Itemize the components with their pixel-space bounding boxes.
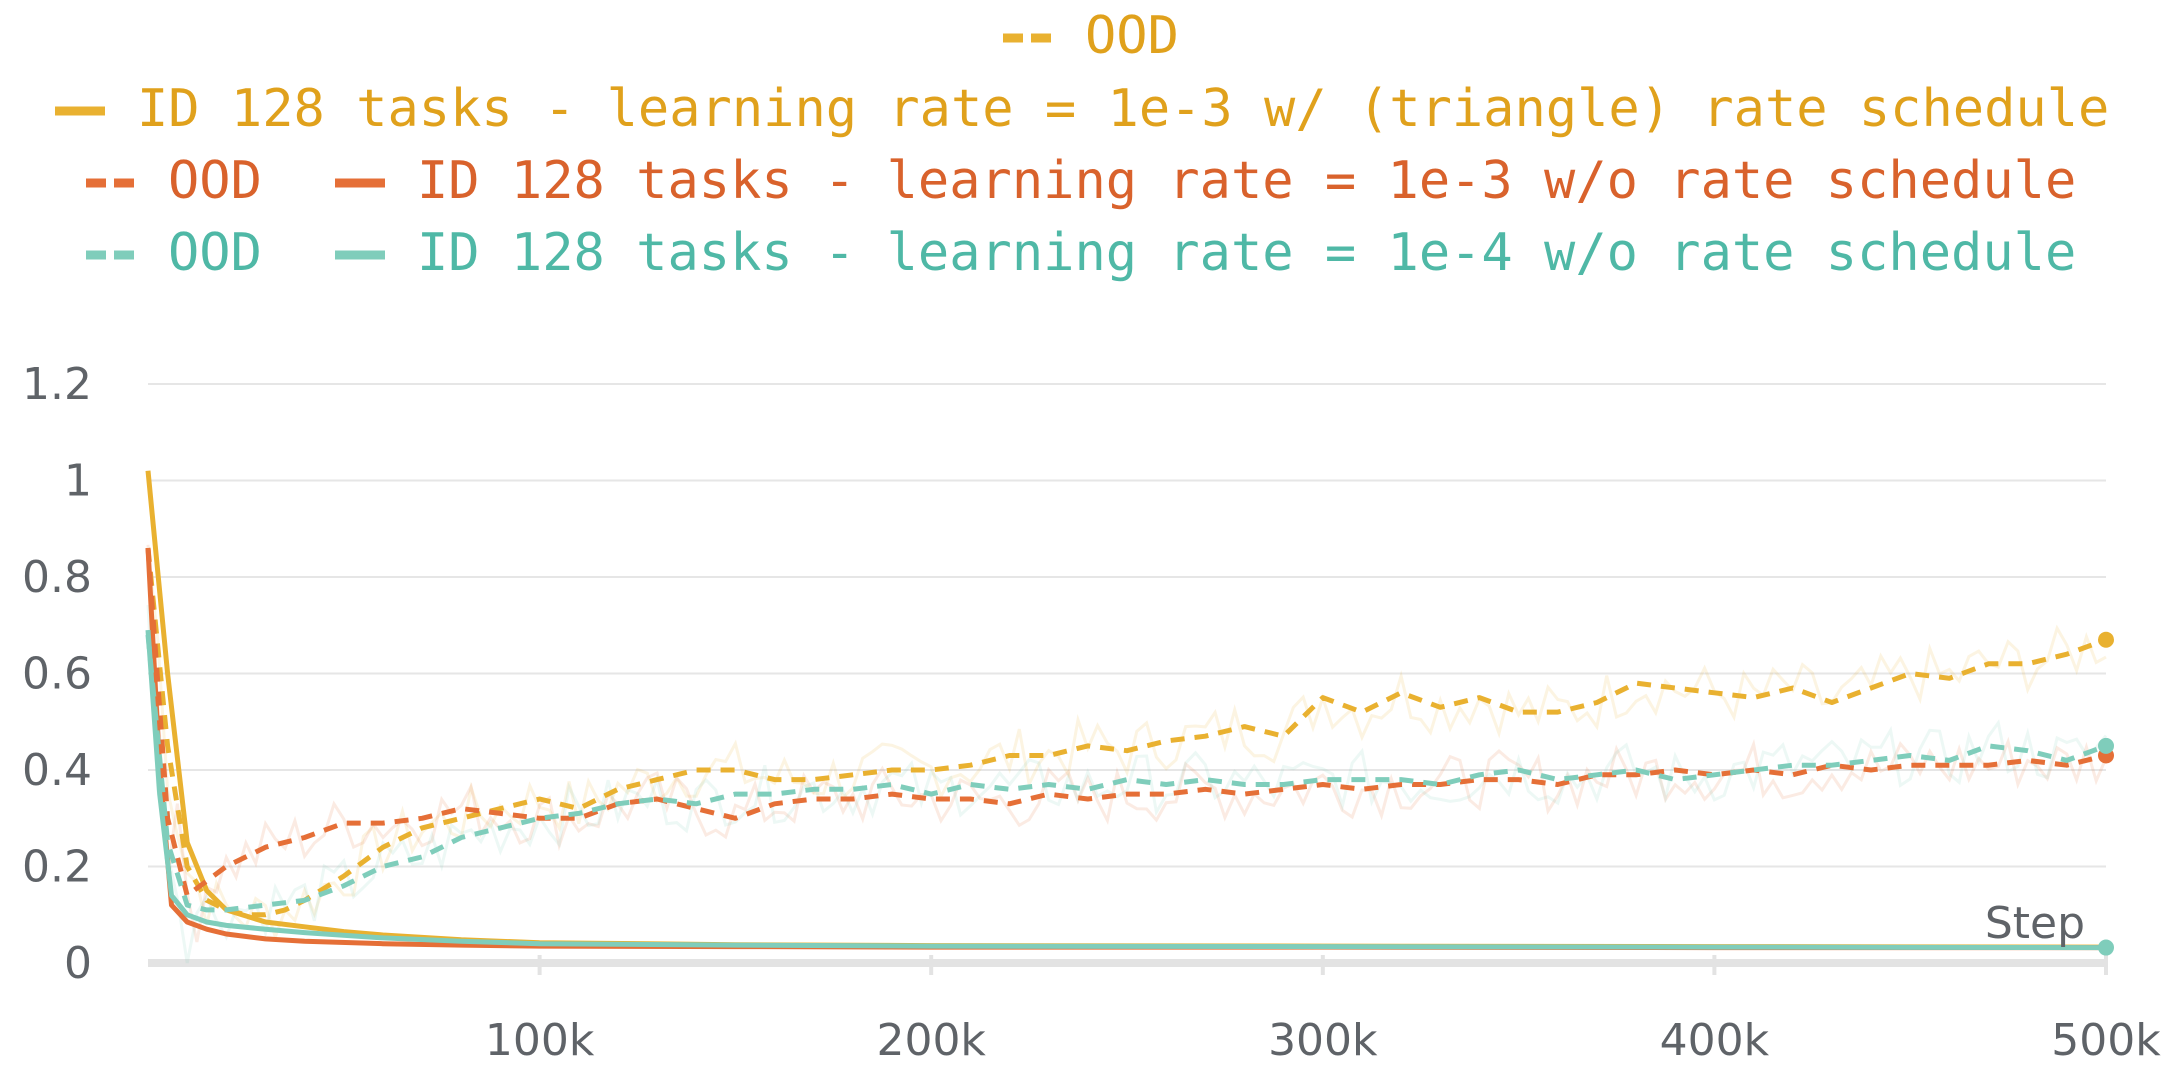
id-1e4-no-schedule-line (145, 629, 2107, 951)
ood-1e4-no-schedule-line (145, 634, 2107, 913)
x-tick-label: 400k (1660, 1015, 1770, 1066)
id-1e4-no-schedule-end-marker (2098, 939, 2114, 956)
legend-item-id-1e3-no-schedule: ID 128 tasks - learning rate = 1e-3 w/o … (335, 151, 2076, 211)
legend: OOD ID 128 tasks - learning rate = 1e-3 w… (55, 6, 2109, 283)
y-tick-label: 0.6 (22, 649, 92, 700)
gridlines (148, 383, 2106, 868)
y-tick-label: 1 (64, 456, 92, 507)
axes (148, 955, 2108, 975)
legend-item-ood-1e3-schedule: OOD (1003, 6, 1179, 66)
ood-1e3-schedule-line (145, 547, 2107, 918)
x-tick-label: 300k (1268, 1015, 1378, 1066)
legend-label: OOD (1085, 6, 1179, 66)
id-1e3-schedule-line (145, 470, 2107, 950)
legend-label: OOD (168, 223, 262, 283)
ood-1e3-schedule-raw-trace (146, 549, 2107, 942)
tick-labels: 0 0.2 0.4 0.6 0.8 1 1.2 100k 200k 300k 400k 500k (22, 359, 2161, 1066)
id-1e3-no-schedule-line (145, 547, 2106, 951)
y-tick-label: 0 (64, 938, 92, 989)
raw-noise-traces (146, 544, 2108, 964)
x-tick-label: 200k (876, 1015, 986, 1066)
legend-item-id-1e4-no-schedule: ID 128 tasks - learning rate = 1e-4 w/o … (335, 223, 2076, 283)
x-axis-title: Step (1985, 898, 2085, 949)
legend-item-id-1e3-schedule: ID 128 tasks - learning rate = 1e-3 w/ (… (55, 79, 2109, 139)
ood-1e4-no-schedule-end-marker (2098, 737, 2114, 754)
legend-label: ID 128 tasks - learning rate = 1e-3 w/ (… (137, 79, 2109, 139)
x-tick-label: 500k (2051, 1015, 2161, 1066)
ood-1e3-schedule-end-marker (2098, 631, 2114, 648)
legend-label: OOD (168, 151, 262, 211)
ood-1e3-no-schedule-line (145, 547, 2107, 898)
ood-1e4-no-schedule-raw-trace (146, 605, 2108, 964)
x-tick-label: 100k (485, 1015, 595, 1066)
legend-label: ID 128 tasks - learning rate = 1e-4 w/o … (417, 223, 2076, 283)
legend-item-ood-1e3-no-schedule: OOD (86, 151, 262, 211)
ood-1e3-no-schedule-raw-trace (146, 544, 2108, 943)
legend-label: ID 128 tasks - learning rate = 1e-3 w/o … (417, 151, 2076, 211)
y-tick-label: 1.2 (22, 359, 92, 410)
y-tick-label: 0.2 (22, 842, 92, 893)
legend-item-ood-1e4-no-schedule: OOD (86, 223, 262, 283)
y-tick-label: 0.4 (22, 745, 92, 796)
series-lines (145, 470, 2114, 956)
y-tick-label: 0.8 (22, 552, 92, 603)
